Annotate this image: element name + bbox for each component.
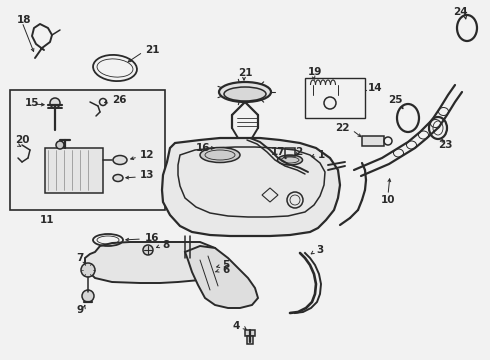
Circle shape (183, 256, 191, 264)
Text: 20: 20 (15, 135, 29, 145)
Text: 17: 17 (270, 147, 285, 157)
Ellipse shape (113, 175, 123, 181)
Text: 23: 23 (438, 140, 452, 150)
Text: 15: 15 (25, 98, 40, 108)
Text: 1: 1 (318, 150, 325, 160)
Text: 11: 11 (40, 215, 54, 225)
Ellipse shape (200, 148, 240, 162)
Circle shape (82, 290, 94, 302)
Bar (362, 136, 384, 146)
Text: 16: 16 (145, 233, 160, 243)
Text: 16: 16 (196, 143, 211, 153)
Bar (10, 90, 165, 210)
Bar (285, 148, 295, 156)
Circle shape (143, 245, 153, 255)
Circle shape (205, 267, 215, 277)
Text: 6: 6 (222, 265, 229, 275)
Circle shape (81, 263, 95, 277)
Text: 14: 14 (368, 83, 383, 93)
Bar (45, 148, 103, 193)
Text: 9: 9 (76, 305, 84, 315)
Text: 7: 7 (76, 253, 84, 263)
Ellipse shape (224, 87, 266, 101)
Text: 4: 4 (233, 321, 240, 331)
Text: 2: 2 (295, 147, 302, 157)
Ellipse shape (113, 156, 127, 165)
Text: 18: 18 (17, 15, 31, 25)
Text: 8: 8 (162, 240, 169, 250)
Bar (305, 78, 365, 118)
Text: 10: 10 (381, 195, 395, 205)
Text: 25: 25 (388, 95, 402, 105)
Ellipse shape (277, 155, 302, 165)
Polygon shape (85, 242, 220, 283)
Text: 5: 5 (222, 260, 229, 270)
Text: 21: 21 (145, 45, 160, 55)
Bar (245, 330, 255, 336)
Text: 26: 26 (112, 95, 126, 105)
Text: 13: 13 (140, 170, 154, 180)
Text: 3: 3 (316, 245, 323, 255)
Circle shape (56, 141, 64, 149)
Polygon shape (162, 138, 340, 236)
Text: 19: 19 (308, 67, 322, 77)
Text: 21: 21 (238, 68, 252, 78)
Circle shape (50, 98, 60, 108)
Bar (247, 336, 253, 344)
Text: 22: 22 (336, 123, 350, 133)
Ellipse shape (219, 82, 271, 102)
Text: 12: 12 (140, 150, 154, 160)
Polygon shape (185, 246, 258, 308)
Text: 24: 24 (453, 7, 467, 17)
